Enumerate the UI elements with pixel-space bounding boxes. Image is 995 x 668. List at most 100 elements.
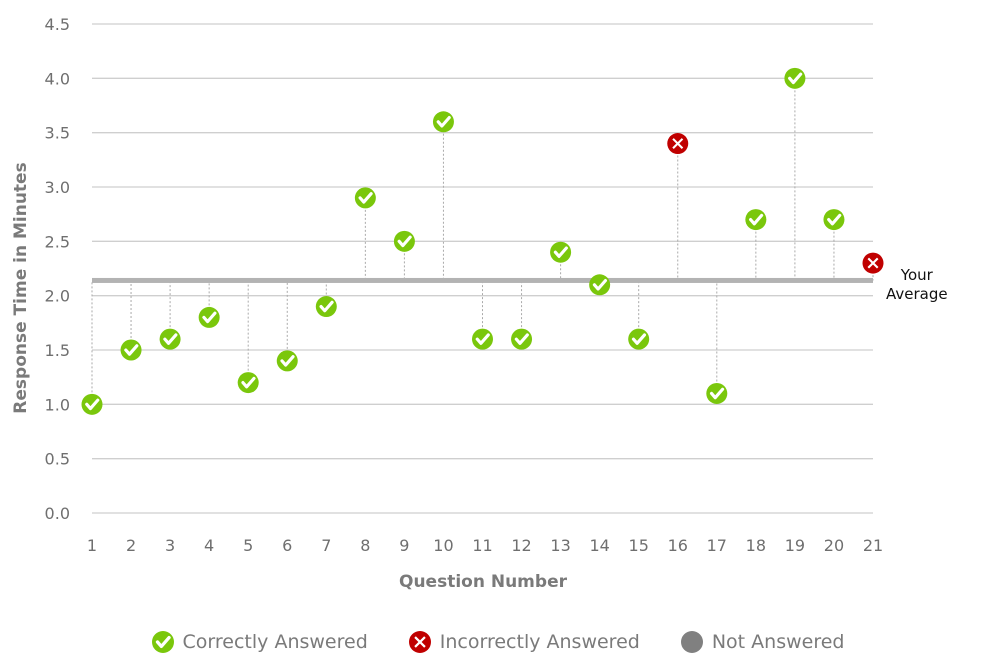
y-tick-label: 3.5	[45, 124, 70, 143]
average-label-line1: Your	[900, 266, 933, 284]
legend-item-not-answered: Not Answered	[680, 630, 845, 654]
check-icon	[514, 333, 529, 345]
marker-circle	[432, 111, 454, 133]
check-icon	[85, 398, 100, 411]
marker-circle	[784, 67, 806, 89]
check-marker	[628, 328, 650, 350]
x-tick-label: 13	[550, 536, 570, 555]
check-icon	[631, 333, 647, 345]
check-marker	[81, 393, 103, 415]
y-axis-label: Response Time in Minutes	[11, 162, 31, 413]
check-marker	[589, 274, 611, 296]
marker-circle	[81, 393, 103, 415]
y-tick-label: 2.5	[45, 232, 70, 251]
check-marker	[159, 328, 181, 350]
not-answered-marker	[680, 631, 703, 653]
x-tick-label: 16	[668, 536, 688, 555]
x-tick-label: 7	[321, 536, 331, 555]
marker-circle	[315, 296, 337, 318]
check-marker	[706, 382, 728, 404]
check-marker	[823, 209, 845, 231]
y-tick-label: 0.0	[45, 504, 70, 523]
cross-marker	[862, 252, 884, 274]
check-icon	[749, 213, 764, 226]
check-icon	[553, 246, 568, 258]
y-tick-label: 4.5	[45, 15, 70, 34]
x-tick-label: 20	[824, 536, 844, 555]
check-marker	[550, 241, 572, 263]
x-tick-label: 6	[282, 536, 292, 555]
cross-icon	[408, 631, 431, 653]
check-marker	[198, 306, 220, 328]
check-marker	[276, 350, 298, 372]
marker-circle	[159, 328, 181, 350]
legend-item-incorrect: Incorrectly Answered	[408, 630, 640, 654]
y-tick-labels: 0.0 0.5 1.0 1.5 2.0 2.5 3.0 3.5 4.0 4.5	[45, 15, 70, 523]
check-marker	[432, 111, 454, 133]
marker-circle	[589, 274, 611, 296]
average-label-line2: Average	[886, 285, 948, 303]
check-marker	[315, 296, 337, 318]
marker-circle	[354, 187, 376, 209]
x-tick-label: 8	[360, 536, 370, 555]
check-icon	[827, 213, 842, 226]
check-marker	[393, 230, 415, 252]
marker-circle	[550, 241, 572, 263]
x-tick-label: 10	[433, 536, 453, 555]
x-tick-label: 12	[511, 536, 531, 555]
x-tick-label: 11	[472, 536, 492, 555]
check-icon	[788, 72, 803, 85]
x-tick-label: 17	[707, 536, 727, 555]
y-tick-label: 2.0	[45, 287, 70, 306]
marker-circle	[628, 328, 650, 350]
check-marker	[511, 328, 533, 350]
x-tick-label: 18	[746, 536, 766, 555]
legend-label: Not Answered	[711, 631, 845, 653]
x-tick-label: 5	[243, 536, 253, 555]
check-icon	[163, 333, 178, 345]
circle-icon	[680, 631, 703, 653]
check-marker	[472, 328, 493, 350]
x-tick-label: 4	[204, 536, 214, 555]
marker-circle	[823, 209, 845, 231]
check-icon	[241, 376, 256, 389]
marker-circle	[276, 350, 298, 372]
check-icon	[280, 355, 295, 367]
check-icon	[155, 635, 171, 649]
check-marker	[784, 67, 806, 89]
check-marker	[745, 209, 767, 231]
check-icon	[709, 387, 725, 400]
check-icon	[124, 344, 139, 356]
average-line	[92, 277, 873, 283]
x-tick-labels: 1 2 3 4 5 6 7 8 9 10 11 12 13 14 15 16 17 18 19 20 21	[87, 536, 883, 555]
cross-marker	[408, 631, 431, 653]
y-tick-label: 3.0	[45, 178, 70, 197]
check-marker	[354, 187, 376, 209]
check-icon	[475, 333, 490, 345]
x-tick-label: 19	[785, 536, 805, 555]
check-icon	[397, 235, 412, 248]
points	[81, 67, 884, 415]
check-icon	[436, 116, 451, 128]
marker-circle	[745, 209, 767, 231]
marker-circle	[237, 372, 259, 394]
x-tick-label: 21	[863, 536, 883, 555]
cross-icon	[867, 257, 879, 269]
gridlines	[92, 23, 873, 514]
marker-circle	[120, 339, 142, 361]
check-marker	[151, 631, 174, 653]
x-tick-label: 3	[165, 536, 175, 555]
y-tick-label: 4.0	[45, 69, 70, 88]
legend-item-correct: Correctly Answered	[151, 630, 368, 654]
marker-circle	[198, 306, 220, 328]
marker-circle	[393, 230, 415, 252]
cross-icon	[672, 138, 684, 150]
y-tick-label: 0.5	[45, 450, 70, 469]
legend-label: Incorrectly Answered	[439, 631, 640, 653]
marker-circle	[151, 631, 174, 653]
x-tick-label: 15	[629, 536, 649, 555]
marker-circle	[680, 631, 703, 653]
check-icon	[592, 279, 607, 291]
legend: Correctly Answered Incorrectly Answered …	[0, 630, 995, 654]
